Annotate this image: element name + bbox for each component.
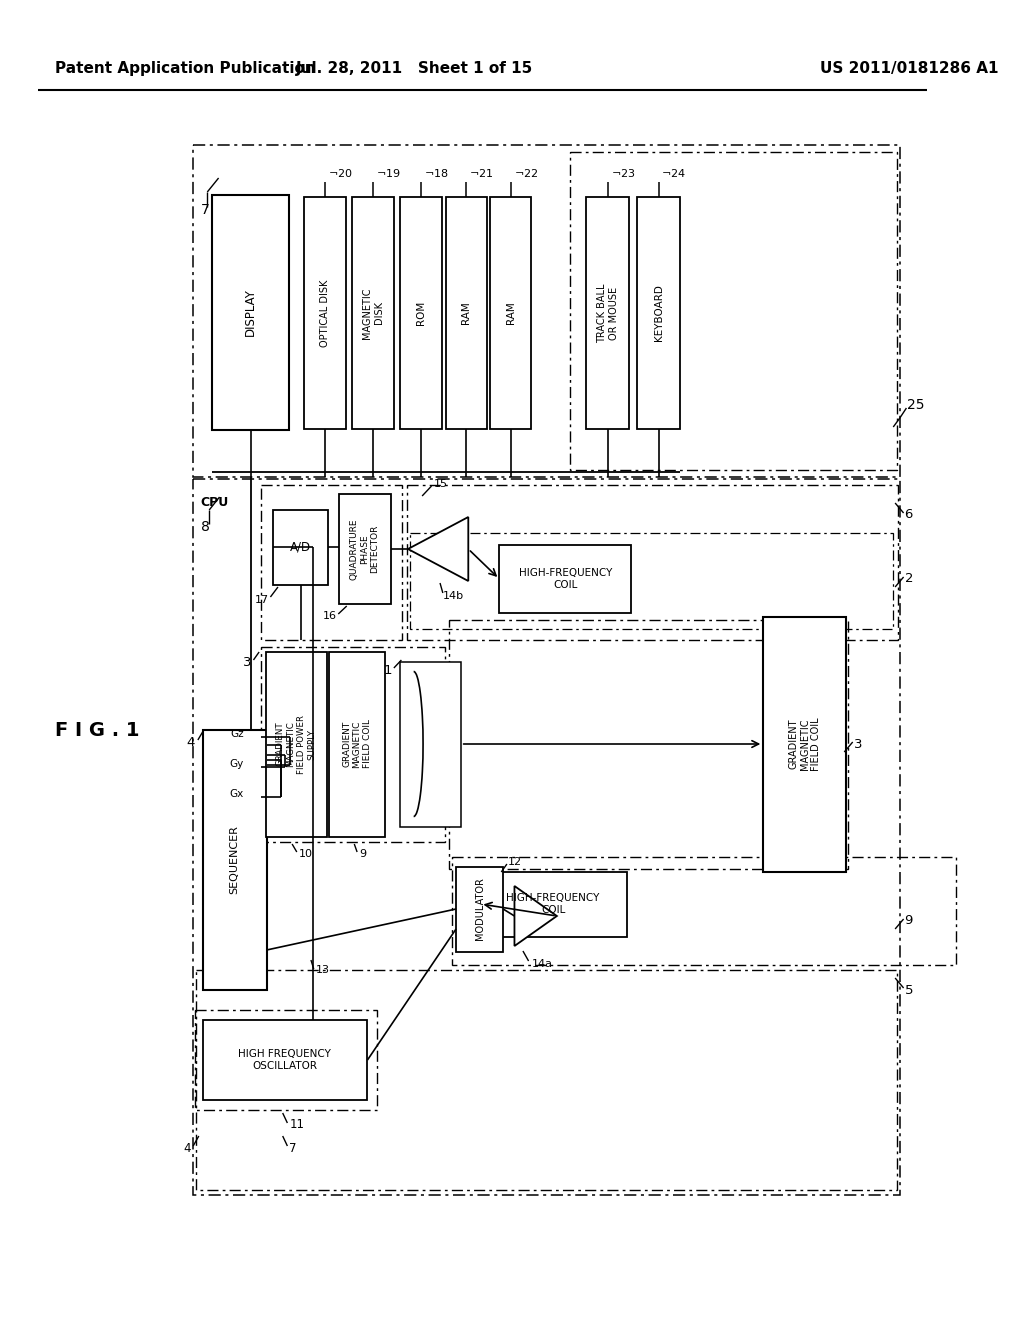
Text: F I G . 1: F I G . 1 xyxy=(54,721,139,739)
Text: 4: 4 xyxy=(186,735,195,748)
Bar xyxy=(408,484,898,640)
Text: 8: 8 xyxy=(201,520,210,535)
Bar xyxy=(410,533,893,630)
Text: 9: 9 xyxy=(904,915,913,928)
Text: Gz: Gz xyxy=(230,729,244,739)
Text: 16: 16 xyxy=(323,611,336,620)
Bar xyxy=(445,197,487,429)
Text: 14b: 14b xyxy=(442,591,464,601)
Text: KEYBOARD: KEYBOARD xyxy=(653,285,664,342)
Text: ROM: ROM xyxy=(416,301,426,325)
Text: HIGH-FREQUENCY
COIL: HIGH-FREQUENCY COIL xyxy=(507,894,600,915)
Text: HIGH FREQUENCY
OSCILLATOR: HIGH FREQUENCY OSCILLATOR xyxy=(239,1049,331,1071)
Text: US 2011/0181286 A1: US 2011/0181286 A1 xyxy=(820,61,998,75)
Bar xyxy=(203,730,266,990)
Text: OPTICAL DISK: OPTICAL DISK xyxy=(321,280,330,347)
Text: MODULATOR: MODULATOR xyxy=(474,878,484,940)
Bar xyxy=(399,663,461,828)
Text: SEQUENCER: SEQUENCER xyxy=(229,825,240,895)
Text: 17: 17 xyxy=(254,595,268,605)
Text: $\neg$21: $\neg$21 xyxy=(469,168,494,180)
Bar xyxy=(329,652,385,837)
Text: 3: 3 xyxy=(854,738,862,751)
Bar xyxy=(203,1020,368,1100)
Bar xyxy=(637,197,680,429)
Bar xyxy=(500,545,632,612)
Bar xyxy=(763,616,846,873)
Text: Gx: Gx xyxy=(229,789,244,799)
Text: 5: 5 xyxy=(904,983,913,997)
Text: QUADRATURE
PHASE
DETECTOR: QUADRATURE PHASE DETECTOR xyxy=(350,519,380,579)
Bar xyxy=(489,197,531,429)
Text: MAGNETIC
DISK: MAGNETIC DISK xyxy=(362,288,384,339)
Bar xyxy=(195,1010,377,1110)
Text: HIGH-FREQUENCY
COIL: HIGH-FREQUENCY COIL xyxy=(518,568,612,590)
Text: $\neg$19: $\neg$19 xyxy=(376,168,400,180)
Text: 6: 6 xyxy=(904,508,913,521)
Text: 13: 13 xyxy=(315,965,330,975)
Bar xyxy=(261,647,444,842)
Bar xyxy=(450,620,848,869)
Text: GRADIENT
MAGNETIC
FIELD COIL: GRADIENT MAGNETIC FIELD COIL xyxy=(788,717,821,771)
Bar xyxy=(400,197,442,429)
Polygon shape xyxy=(408,517,468,581)
Bar xyxy=(194,145,900,477)
Bar xyxy=(453,857,956,965)
Text: 9: 9 xyxy=(359,849,367,859)
Bar xyxy=(570,152,897,470)
Text: Patent Application Publication: Patent Application Publication xyxy=(54,61,315,75)
Text: RAM: RAM xyxy=(506,302,516,325)
Text: GRADIENT
MAGNETIC
FIELD POWER
SUPPLY: GRADIENT MAGNETIC FIELD POWER SUPPLY xyxy=(275,714,316,774)
Text: 15: 15 xyxy=(433,479,447,488)
Bar xyxy=(194,479,900,1195)
Bar xyxy=(586,197,630,429)
Text: DISPLAY: DISPLAY xyxy=(244,288,257,335)
Text: $\neg$18: $\neg$18 xyxy=(424,168,449,180)
Bar xyxy=(261,484,402,640)
Bar xyxy=(352,197,394,429)
Text: $\neg$22: $\neg$22 xyxy=(513,168,538,180)
Text: Gy: Gy xyxy=(229,759,244,770)
Text: A/D: A/D xyxy=(290,540,311,553)
Bar xyxy=(339,494,391,605)
Bar xyxy=(212,195,289,430)
Text: 2: 2 xyxy=(904,573,913,586)
Text: GRADIENT
MAGNETIC
FIELD COIL: GRADIENT MAGNETIC FIELD COIL xyxy=(342,719,372,768)
Text: 4: 4 xyxy=(183,1142,191,1155)
Bar xyxy=(480,873,627,937)
Text: $\neg$20: $\neg$20 xyxy=(328,168,352,180)
Text: 1: 1 xyxy=(383,664,392,676)
Text: $\neg$24: $\neg$24 xyxy=(662,168,686,180)
Text: 10: 10 xyxy=(299,849,312,859)
Text: 11: 11 xyxy=(289,1118,304,1131)
Bar xyxy=(273,510,328,585)
Text: 12: 12 xyxy=(508,857,522,867)
Text: 7: 7 xyxy=(201,203,210,216)
Bar xyxy=(456,867,503,952)
Text: $\neg$23: $\neg$23 xyxy=(610,168,635,180)
Text: RAM: RAM xyxy=(462,302,471,325)
Text: CPU: CPU xyxy=(201,495,229,508)
Text: 14a: 14a xyxy=(531,960,552,969)
Text: 25: 25 xyxy=(907,399,925,412)
Text: Jul. 28, 2011   Sheet 1 of 15: Jul. 28, 2011 Sheet 1 of 15 xyxy=(296,61,534,75)
Text: 7: 7 xyxy=(289,1142,297,1155)
Polygon shape xyxy=(514,886,557,946)
Bar xyxy=(304,197,346,429)
Text: TRACK BALL
OR MOUSE: TRACK BALL OR MOUSE xyxy=(597,284,618,343)
Text: 3: 3 xyxy=(243,656,252,668)
Bar xyxy=(265,652,327,837)
Bar xyxy=(196,970,897,1191)
